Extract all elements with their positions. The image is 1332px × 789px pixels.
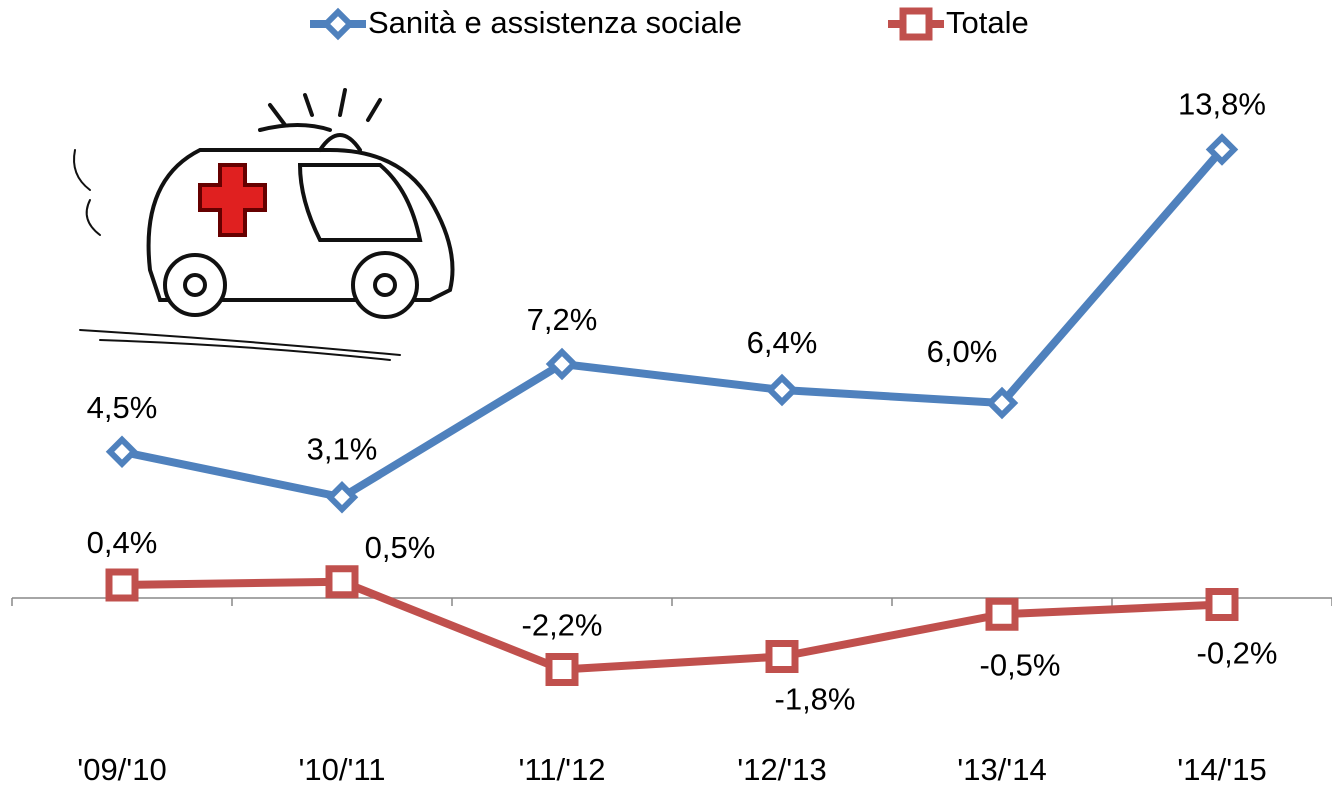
- x-tick-label: '12/'13: [737, 752, 826, 787]
- data-point: [545, 347, 579, 381]
- ambulance-illustration: [73, 88, 455, 361]
- x-tick-label: '13/'14: [957, 752, 1046, 787]
- data-label: -0,5%: [980, 647, 1061, 682]
- data-point: [1205, 588, 1239, 621]
- x-tick-label: '09/'10: [77, 752, 166, 787]
- data-label: 6,0%: [927, 334, 998, 369]
- legend-marker: [321, 7, 355, 41]
- data-label: 6,4%: [747, 325, 818, 360]
- series-line: [121, 577, 1223, 674]
- data-point: [325, 481, 359, 514]
- data-point: [765, 640, 799, 673]
- data-point: [545, 653, 579, 686]
- data-point: [105, 568, 139, 602]
- data-label: 13,8%: [1178, 87, 1266, 122]
- data-label: 0,5%: [365, 530, 436, 565]
- legend-marker: [899, 7, 933, 41]
- data-point: [105, 435, 139, 468]
- data-point: [325, 565, 359, 599]
- series-line: [121, 146, 1226, 502]
- data-point: [985, 386, 1019, 420]
- x-tick-label: '10/'11: [298, 752, 385, 787]
- data-label: 7,2%: [527, 302, 598, 337]
- x-tick-label: '11/'12: [518, 752, 605, 787]
- data-point: [1205, 133, 1239, 166]
- data-label: 0,4%: [87, 525, 158, 560]
- data-label: 4,5%: [87, 390, 158, 425]
- data-label: -0,2%: [1197, 636, 1278, 671]
- data-label: -1,8%: [775, 682, 856, 717]
- x-tick-label: '14/'15: [1177, 752, 1266, 787]
- data-point: [985, 597, 1019, 631]
- legend-label: Totale: [946, 5, 1029, 40]
- legend-label: Sanità e assistenza sociale: [368, 5, 742, 40]
- data-label: 3,1%: [307, 431, 378, 466]
- data-label: -2,2%: [522, 608, 603, 643]
- data-point: [765, 373, 799, 407]
